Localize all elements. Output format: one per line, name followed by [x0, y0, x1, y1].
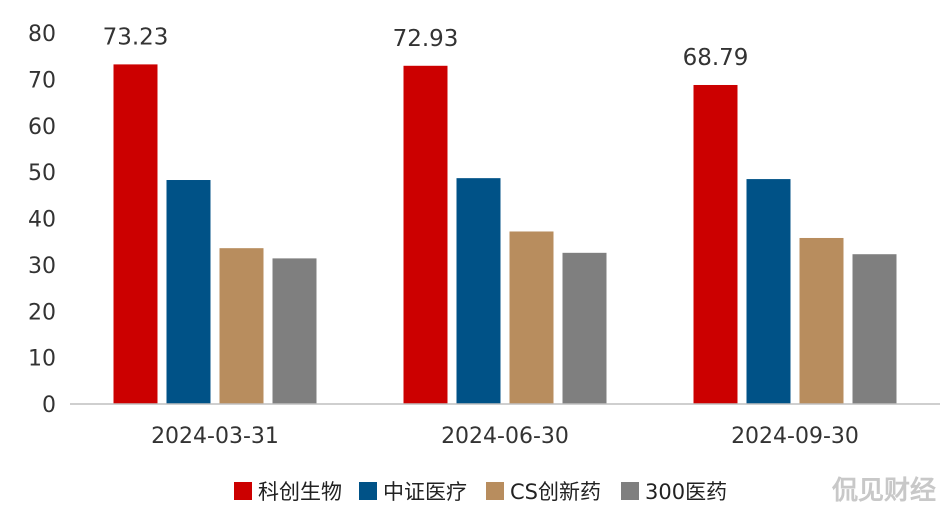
y-tick-label: 60	[28, 115, 56, 140]
legend-swatch	[621, 482, 639, 500]
legend-label: CS创新药	[510, 480, 601, 504]
data-label: 72.93	[393, 26, 459, 52]
data-labels: 73.23 72.93 68.79	[103, 24, 749, 71]
bar-1-1	[113, 64, 158, 404]
bar-1-2	[403, 65, 448, 405]
y-tick-label: 30	[28, 254, 56, 279]
bar-1-3	[693, 84, 738, 404]
legend-swatch	[359, 482, 377, 500]
y-tick-label: 0	[42, 393, 56, 418]
y-axis: 0 10 20 30 40 50 60 70 80	[28, 22, 56, 418]
x-category-label: 2024-03-31	[151, 424, 279, 449]
legend-swatch	[234, 482, 252, 500]
bar-4-2	[562, 252, 607, 404]
legend-label: 300医药	[645, 480, 727, 504]
bar-2-1	[166, 180, 211, 404]
bar-3-2	[509, 231, 554, 404]
bar-2-3	[746, 179, 791, 404]
data-label: 68.79	[683, 45, 749, 71]
y-tick-label: 70	[28, 68, 56, 93]
bars	[113, 64, 897, 405]
watermark: 侃见财经	[831, 475, 936, 506]
legend-swatch	[486, 482, 504, 500]
bar-4-3	[852, 254, 897, 404]
x-category-label: 2024-09-30	[731, 424, 859, 449]
bar-3-3	[799, 237, 844, 404]
legend: 科创生物 中证医疗 CS创新药 300医药	[234, 480, 727, 504]
x-axis-labels: 2024-03-31 2024-06-30 2024-09-30	[151, 424, 859, 449]
y-tick-label: 80	[28, 22, 56, 47]
bar-4-1	[272, 258, 317, 404]
y-tick-label: 40	[28, 208, 56, 233]
x-category-label: 2024-06-30	[441, 424, 569, 449]
data-label: 73.23	[103, 24, 169, 50]
y-tick-label: 20	[28, 300, 56, 325]
y-tick-label: 50	[28, 161, 56, 186]
bar-2-2	[456, 178, 501, 404]
bar-3-1	[219, 248, 264, 404]
legend-label: 中证医疗	[383, 480, 467, 504]
y-tick-label: 10	[28, 347, 56, 372]
legend-label: 科创生物	[258, 480, 342, 504]
